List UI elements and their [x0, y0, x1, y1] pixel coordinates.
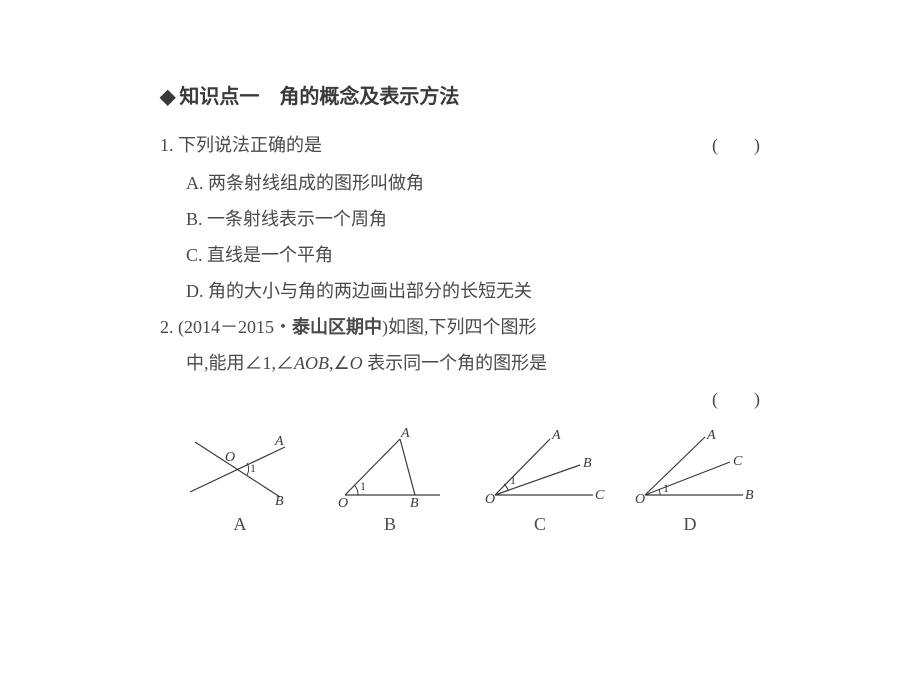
- q1-option-d: D. 角的大小与角的两边画出部分的长短无关: [160, 273, 770, 309]
- svg-text:O: O: [485, 492, 495, 507]
- svg-text:O: O: [338, 496, 348, 511]
- figure-c: O A B C 1 C: [470, 427, 610, 535]
- figures-row: O A B 1 A O A B 1 B O A B C: [160, 427, 770, 535]
- figure-b-svg: O A B 1: [325, 427, 455, 512]
- svg-text:A: A: [274, 434, 284, 449]
- q2-aob: AOB: [294, 353, 329, 373]
- q2-blank: ( ): [712, 389, 760, 409]
- svg-text:A: A: [400, 427, 410, 441]
- q2-source: 泰山区期中: [292, 317, 382, 337]
- svg-text:C: C: [595, 488, 605, 503]
- figure-b: O A B 1 B: [320, 427, 460, 535]
- svg-text:A: A: [706, 428, 716, 443]
- figure-d-label: D: [684, 514, 697, 535]
- question-1: 1. 下列说法正确的是 ( ): [160, 127, 770, 163]
- q1-blank: ( ): [712, 127, 760, 163]
- opt-b-label: B.: [186, 209, 203, 229]
- svg-text:1: 1: [663, 481, 669, 495]
- question-2-line1: 2. (2014－2015・泰山区期中)如图,下列四个图形: [160, 309, 770, 345]
- svg-text:B: B: [275, 494, 284, 509]
- section-title: ◆知识点一 角的概念及表示方法: [160, 80, 770, 109]
- figure-b-label: B: [384, 514, 396, 535]
- figure-c-label: C: [534, 514, 546, 535]
- opt-a-text: 两条射线组成的图形叫做角: [208, 173, 424, 193]
- opt-d-label: D.: [186, 281, 204, 301]
- q2-prefix: (2014－2015・: [178, 317, 292, 337]
- q2-l2-prefix: 中,能用∠1,∠: [186, 353, 294, 373]
- svg-text:C: C: [733, 454, 743, 469]
- figure-a-svg: O A B 1: [175, 427, 305, 512]
- q2-number: 2.: [160, 317, 174, 337]
- question-2-blank: ( ): [160, 381, 770, 417]
- q2-l2-mid: ,∠: [329, 353, 350, 373]
- q1-number: 1.: [160, 135, 174, 155]
- q1-option-a: A. 两条射线组成的图形叫做角: [160, 165, 770, 201]
- opt-b-text: 一条射线表示一个周角: [207, 209, 387, 229]
- opt-c-text: 直线是一个平角: [207, 245, 333, 265]
- figure-c-svg: O A B C 1: [475, 427, 605, 512]
- figure-a-label: A: [234, 514, 247, 535]
- svg-text:B: B: [410, 496, 419, 511]
- q2-after-source: )如图,下列四个图形: [382, 317, 537, 337]
- svg-text:1: 1: [510, 473, 516, 487]
- q1-option-b: B. 一条射线表示一个周角: [160, 201, 770, 237]
- figure-a: O A B 1 A: [170, 427, 310, 535]
- svg-text:B: B: [583, 456, 592, 471]
- q2-o: O: [350, 353, 363, 373]
- opt-a-label: A.: [186, 173, 204, 193]
- q2-l2-suffix: 表示同一个角的图形是: [363, 353, 548, 373]
- section-label: 知识点一: [179, 86, 259, 108]
- svg-text:O: O: [635, 492, 645, 507]
- opt-d-text: 角的大小与角的两边画出部分的长短无关: [208, 281, 532, 301]
- section-topic: 角的概念及表示方法: [279, 86, 459, 108]
- diamond-bullet: ◆: [160, 84, 175, 109]
- svg-text:O: O: [225, 450, 235, 465]
- figure-d-svg: O A C B 1: [625, 427, 755, 512]
- figure-d: O A C B 1 D: [620, 427, 760, 535]
- svg-text:A: A: [551, 428, 561, 443]
- opt-c-label: C.: [186, 245, 203, 265]
- svg-text:1: 1: [360, 479, 366, 493]
- svg-text:B: B: [745, 488, 754, 503]
- q1-option-c: C. 直线是一个平角: [160, 237, 770, 273]
- svg-text:1: 1: [250, 461, 256, 475]
- q1-text: 下列说法正确的是: [178, 135, 322, 155]
- question-2-line2: 中,能用∠1,∠AOB,∠O 表示同一个角的图形是: [160, 345, 770, 381]
